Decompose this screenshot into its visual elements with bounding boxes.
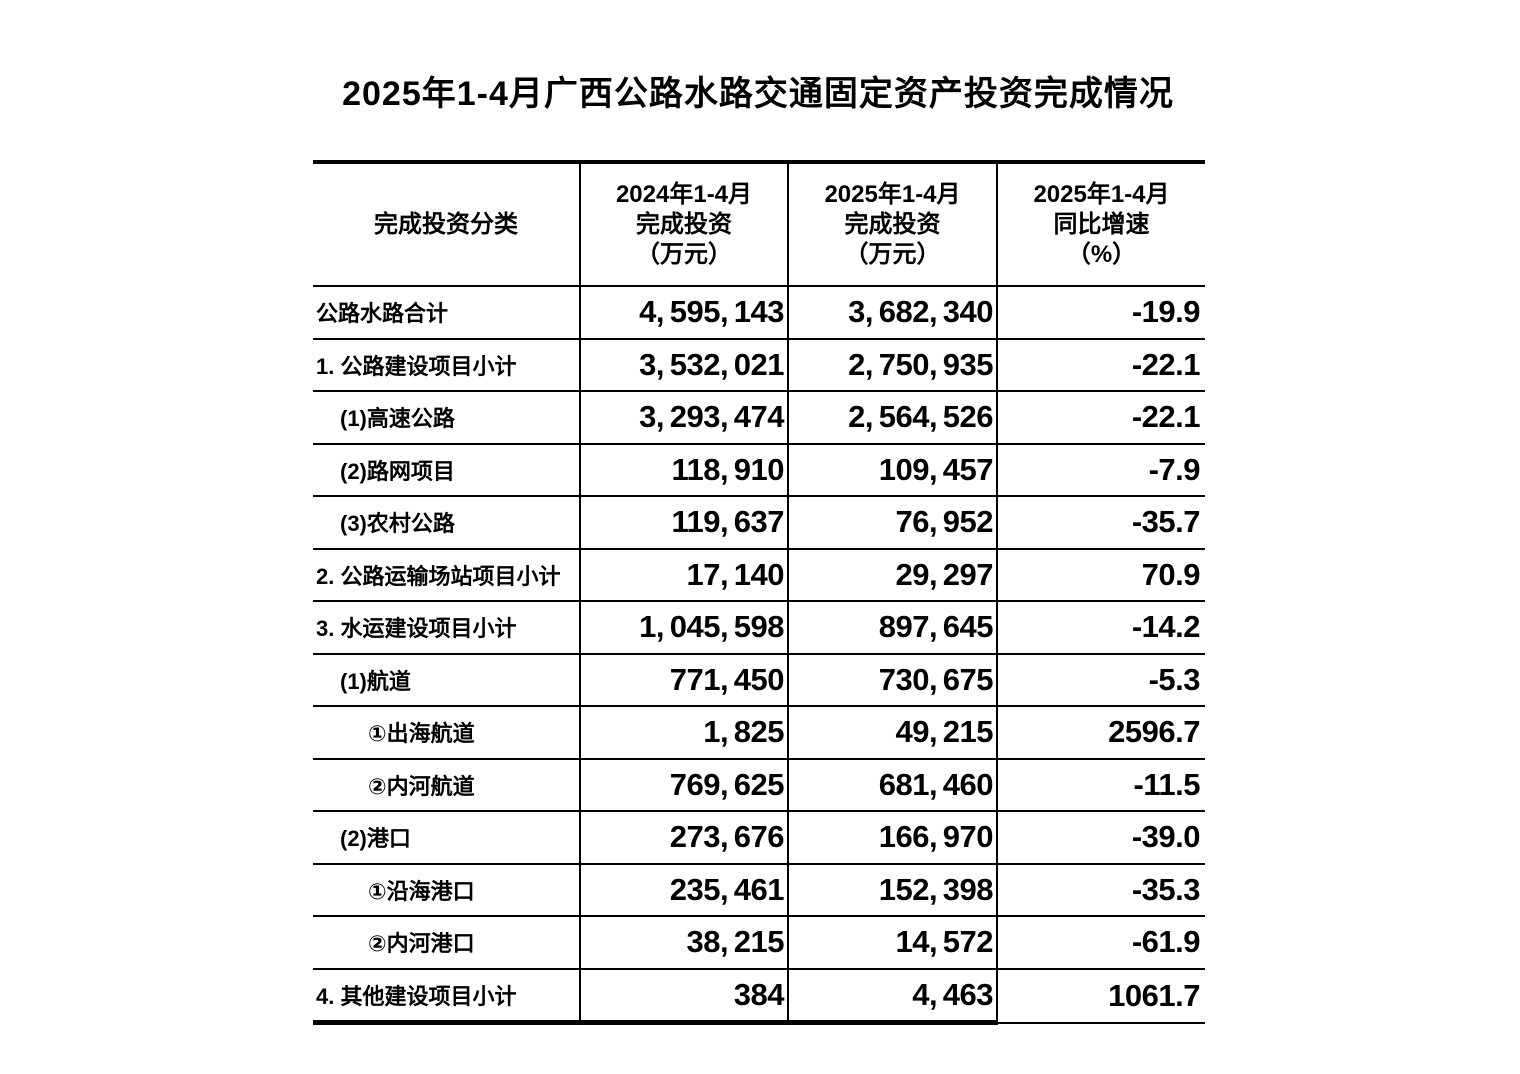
growth-value: -39.0 — [996, 811, 1205, 865]
table-row: 1. 公路建设项目小计 3, 532, 021 2, 750, 935 -22.… — [313, 338, 1205, 392]
value-2024: 771, 450 — [579, 653, 788, 707]
value-2024: 273, 676 — [579, 811, 788, 865]
header-line: （万元） — [636, 240, 732, 268]
table-row: 公路水路合计 4, 595, 143 3, 682, 340 -19.9 — [313, 286, 1205, 340]
header-line: 同比增速 — [1053, 210, 1150, 238]
row-label: (1)高速公路 — [313, 391, 580, 445]
value-2024: 1, 825 — [579, 706, 788, 760]
row-label: (2)港口 — [313, 811, 580, 865]
value-2024: 235, 461 — [579, 863, 788, 917]
growth-value: -14.2 — [996, 601, 1205, 655]
table-row: ②内河航道 769, 625 681, 460 -11.5 — [313, 758, 1205, 812]
value-2025: 152, 398 — [787, 863, 997, 917]
growth-value: -11.5 — [996, 758, 1205, 812]
value-2024: 384 — [579, 968, 788, 1025]
header-line: （万元） — [844, 240, 941, 268]
investment-table: 完成投资分类 2024年1-4月 完成投资 （万元） 2025年1-4月 完成投… — [313, 160, 1205, 1025]
value-2024: 1, 045, 598 — [579, 601, 788, 655]
value-2025: 2, 750, 935 — [787, 338, 997, 392]
growth-value: -19.9 — [996, 286, 1205, 340]
header-2024-investment: 2024年1-4月 完成投资 （万元） — [579, 162, 788, 287]
row-label: 4. 其他建设项目小计 — [313, 968, 580, 1025]
table-row: 3. 水运建设项目小计 1, 045, 598 897, 645 -14.2 — [313, 601, 1205, 655]
header-growth-rate: 2025年1-4月 同比增速 （%） — [996, 162, 1205, 287]
table-row: 2. 公路运输场站项目小计 17, 140 29, 297 70.9 — [313, 548, 1205, 602]
table-row: ②内河港口 38, 215 14, 572 -61.9 — [313, 916, 1205, 970]
header-line: 完成投资 — [636, 210, 732, 238]
growth-value: 70.9 — [996, 548, 1205, 602]
value-2025: 3, 682, 340 — [787, 286, 997, 340]
value-2024: 119, 637 — [579, 496, 788, 550]
growth-value: -35.7 — [996, 496, 1205, 550]
growth-value: -22.1 — [996, 338, 1205, 392]
table-row: (1)高速公路 3, 293, 474 2, 564, 526 -22.1 — [313, 391, 1205, 445]
value-2025: 730, 675 — [787, 653, 997, 707]
header-line: 完成投资 — [844, 210, 941, 238]
header-line: （%） — [1066, 240, 1137, 268]
value-2024: 769, 625 — [579, 758, 788, 812]
growth-value: 1061.7 — [996, 968, 1205, 1024]
value-2025: 166, 970 — [787, 811, 997, 865]
header-2025-investment: 2025年1-4月 完成投资 （万元） — [787, 162, 997, 287]
value-2024: 118, 910 — [579, 443, 788, 497]
growth-value: -5.3 — [996, 653, 1205, 707]
table-row: 4. 其他建设项目小计 384 4, 463 1061.7 — [313, 968, 1205, 1025]
row-label: 2. 公路运输场站项目小计 — [313, 548, 580, 602]
table-row: ①沿海港口 235, 461 152, 398 -35.3 — [313, 863, 1205, 917]
table-header-row: 完成投资分类 2024年1-4月 完成投资 （万元） 2025年1-4月 完成投… — [313, 162, 1205, 287]
value-2024: 17, 140 — [579, 548, 788, 602]
value-2025: 14, 572 — [787, 916, 997, 970]
header-line: 2025年1-4月 — [1033, 180, 1170, 208]
header-line: 2025年1-4月 — [824, 180, 961, 208]
table-row: ①出海航道 1, 825 49, 215 2596.7 — [313, 706, 1205, 760]
table-row: (2)港口 273, 676 166, 970 -39.0 — [313, 811, 1205, 865]
row-label: ②内河港口 — [313, 916, 580, 970]
table-row: (3)农村公路 119, 637 76, 952 -35.7 — [313, 496, 1205, 550]
growth-value: -35.3 — [996, 863, 1205, 917]
page-title: 2025年1-4月广西公路水路交通固定资产投资完成情况 — [342, 75, 1174, 113]
table-row: (1)航道 771, 450 730, 675 -5.3 — [313, 653, 1205, 707]
row-label: (3)农村公路 — [313, 496, 580, 550]
growth-value: 2596.7 — [996, 706, 1205, 760]
value-2025: 109, 457 — [787, 443, 997, 497]
row-label: 3. 水运建设项目小计 — [313, 601, 580, 655]
value-2024: 38, 215 — [579, 916, 788, 970]
value-2025: 681, 460 — [787, 758, 997, 812]
row-label: (2)路网项目 — [313, 443, 580, 497]
row-label: ①出海航道 — [313, 706, 580, 760]
row-label: 公路水路合计 — [313, 286, 580, 340]
growth-value: -22.1 — [996, 391, 1205, 445]
table-row: (2)路网项目 118, 910 109, 457 -7.9 — [313, 443, 1205, 497]
value-2025: 4, 463 — [787, 968, 997, 1025]
header-line: 2024年1-4月 — [615, 180, 753, 208]
value-2025: 29, 297 — [787, 548, 997, 602]
row-label: ②内河航道 — [313, 758, 580, 812]
row-label: ①沿海港口 — [313, 863, 580, 917]
growth-value: -61.9 — [996, 916, 1205, 970]
value-2025: 76, 952 — [787, 496, 997, 550]
value-2025: 897, 645 — [787, 601, 997, 655]
value-2025: 2, 564, 526 — [787, 391, 997, 445]
value-2024: 3, 293, 474 — [579, 391, 788, 445]
row-label: (1)航道 — [313, 653, 580, 707]
header-category: 完成投资分类 — [313, 162, 580, 287]
value-2025: 49, 215 — [787, 706, 997, 760]
row-label: 1. 公路建设项目小计 — [313, 338, 580, 392]
value-2024: 4, 595, 143 — [579, 286, 788, 340]
growth-value: -7.9 — [996, 443, 1205, 497]
value-2024: 3, 532, 021 — [579, 338, 788, 392]
